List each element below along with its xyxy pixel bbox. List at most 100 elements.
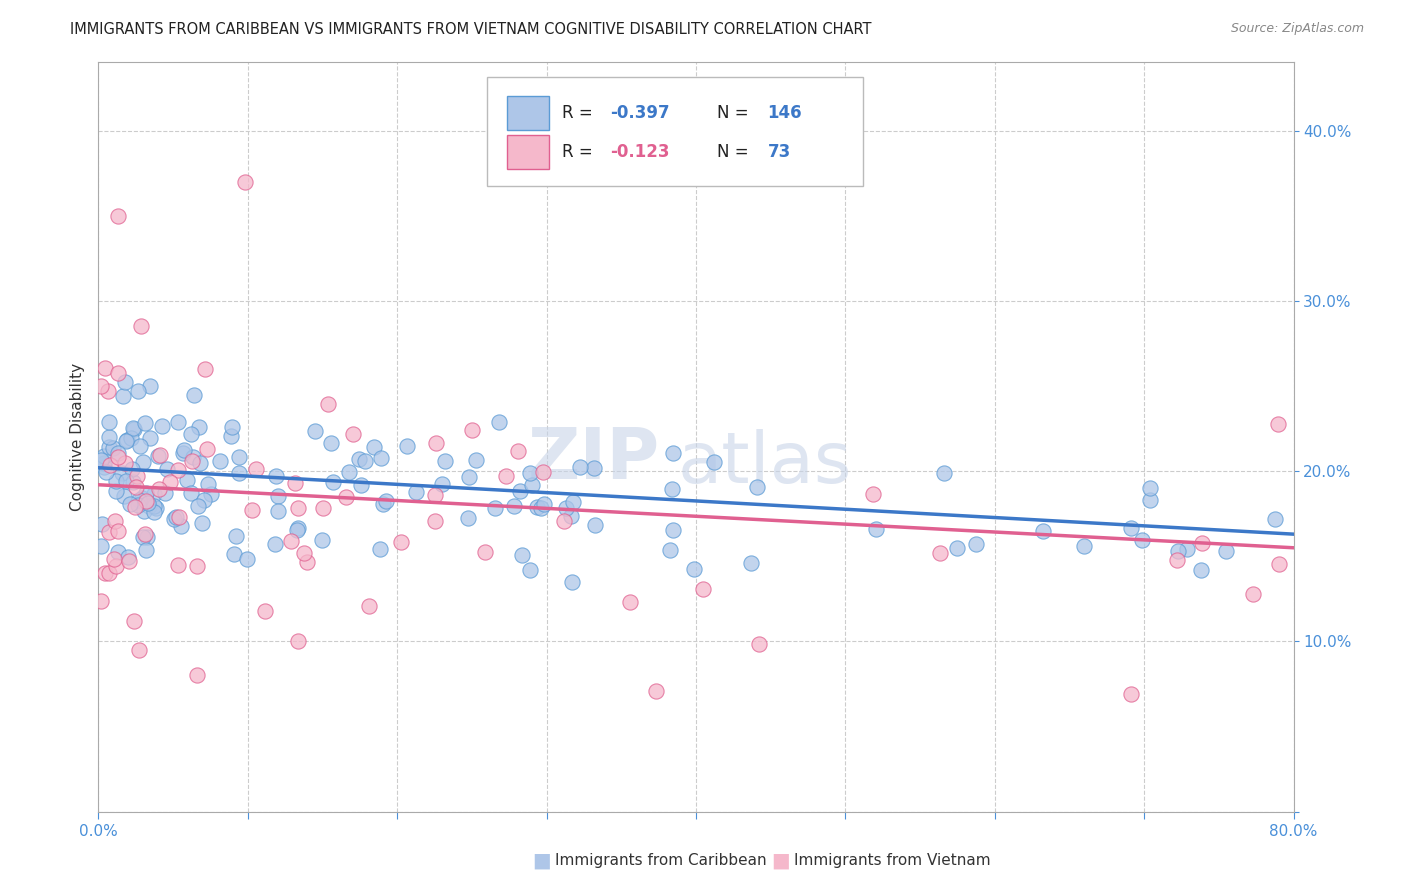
- Point: [127, 384, 149, 399]
- Point: [662, 446, 685, 460]
- Point: [287, 520, 309, 534]
- Point: [267, 489, 290, 503]
- Point: [228, 466, 250, 480]
- Point: [142, 487, 165, 501]
- Point: [142, 505, 165, 519]
- Point: [531, 465, 554, 479]
- Point: [1121, 687, 1143, 701]
- Point: [188, 456, 211, 470]
- Text: -0.123: -0.123: [610, 144, 669, 161]
- Point: [186, 668, 208, 682]
- Point: [107, 209, 129, 223]
- Point: [245, 461, 267, 475]
- Point: [1267, 557, 1289, 571]
- Point: [142, 499, 165, 513]
- Point: [166, 463, 188, 477]
- Point: [335, 490, 357, 504]
- Point: [662, 523, 685, 537]
- Point: [135, 529, 157, 543]
- Point: [457, 511, 479, 525]
- Point: [425, 436, 447, 450]
- Text: N =: N =: [717, 144, 755, 161]
- Point: [128, 493, 150, 508]
- Point: [561, 574, 583, 589]
- Point: [107, 524, 129, 538]
- Point: [562, 494, 585, 508]
- Point: [1267, 417, 1289, 431]
- Point: [165, 510, 187, 524]
- Point: [181, 450, 204, 464]
- Point: [111, 466, 134, 480]
- Point: [1191, 536, 1213, 550]
- Point: [139, 379, 162, 393]
- Point: [266, 503, 288, 517]
- Point: [103, 551, 125, 566]
- Point: [122, 422, 145, 436]
- Point: [645, 683, 668, 698]
- Point: [519, 466, 541, 480]
- Point: [865, 522, 887, 536]
- Point: [193, 493, 215, 508]
- Point: [342, 426, 364, 441]
- Point: [122, 421, 145, 435]
- Point: [1264, 511, 1286, 525]
- Point: [98, 458, 121, 473]
- Point: [353, 454, 375, 468]
- Point: [194, 362, 217, 376]
- Point: [172, 446, 194, 460]
- Point: [946, 541, 969, 555]
- Point: [509, 483, 531, 498]
- Text: Immigrants from Caribbean: Immigrants from Caribbean: [555, 854, 768, 868]
- Point: [862, 487, 884, 501]
- Point: [337, 466, 360, 480]
- Point: [619, 595, 641, 609]
- Point: [474, 545, 496, 559]
- Text: atlas: atlas: [678, 429, 852, 498]
- Point: [148, 482, 170, 496]
- Point: [97, 566, 120, 580]
- Point: [197, 476, 219, 491]
- Point: [240, 503, 263, 517]
- Point: [520, 478, 543, 492]
- Point: [105, 559, 128, 574]
- Point: [526, 500, 548, 514]
- Point: [90, 539, 112, 553]
- Point: [322, 475, 344, 490]
- Point: [134, 527, 156, 541]
- Point: [200, 487, 222, 501]
- Point: [145, 500, 167, 515]
- Point: [488, 415, 510, 429]
- Point: [347, 451, 370, 466]
- Text: 73: 73: [768, 144, 792, 161]
- Point: [127, 498, 149, 512]
- Text: IMMIGRANTS FROM CARIBBEAN VS IMMIGRANTS FROM VIETNAM COGNITIVE DISABILITY CORREL: IMMIGRANTS FROM CARIBBEAN VS IMMIGRANTS …: [70, 22, 872, 37]
- Point: [1139, 492, 1161, 507]
- Point: [503, 500, 526, 514]
- Point: [107, 450, 129, 464]
- Point: [103, 442, 125, 456]
- Point: [118, 497, 141, 511]
- Point: [934, 466, 956, 480]
- Text: R =: R =: [562, 103, 598, 121]
- Point: [224, 547, 246, 561]
- Point: [287, 634, 309, 648]
- Point: [221, 420, 243, 434]
- Point: [434, 454, 457, 468]
- Point: [495, 469, 517, 483]
- Point: [114, 456, 136, 470]
- Point: [519, 562, 541, 576]
- Point: [1166, 553, 1188, 567]
- Point: [134, 503, 156, 517]
- Point: [264, 537, 287, 551]
- Point: [135, 494, 157, 508]
- Point: [191, 516, 214, 530]
- Point: [533, 497, 555, 511]
- Point: [132, 455, 155, 469]
- Point: [1241, 587, 1264, 601]
- Point: [115, 474, 138, 488]
- Point: [90, 594, 112, 608]
- Point: [159, 475, 181, 490]
- Point: [1139, 481, 1161, 495]
- Point: [1189, 563, 1212, 577]
- Point: [304, 424, 326, 438]
